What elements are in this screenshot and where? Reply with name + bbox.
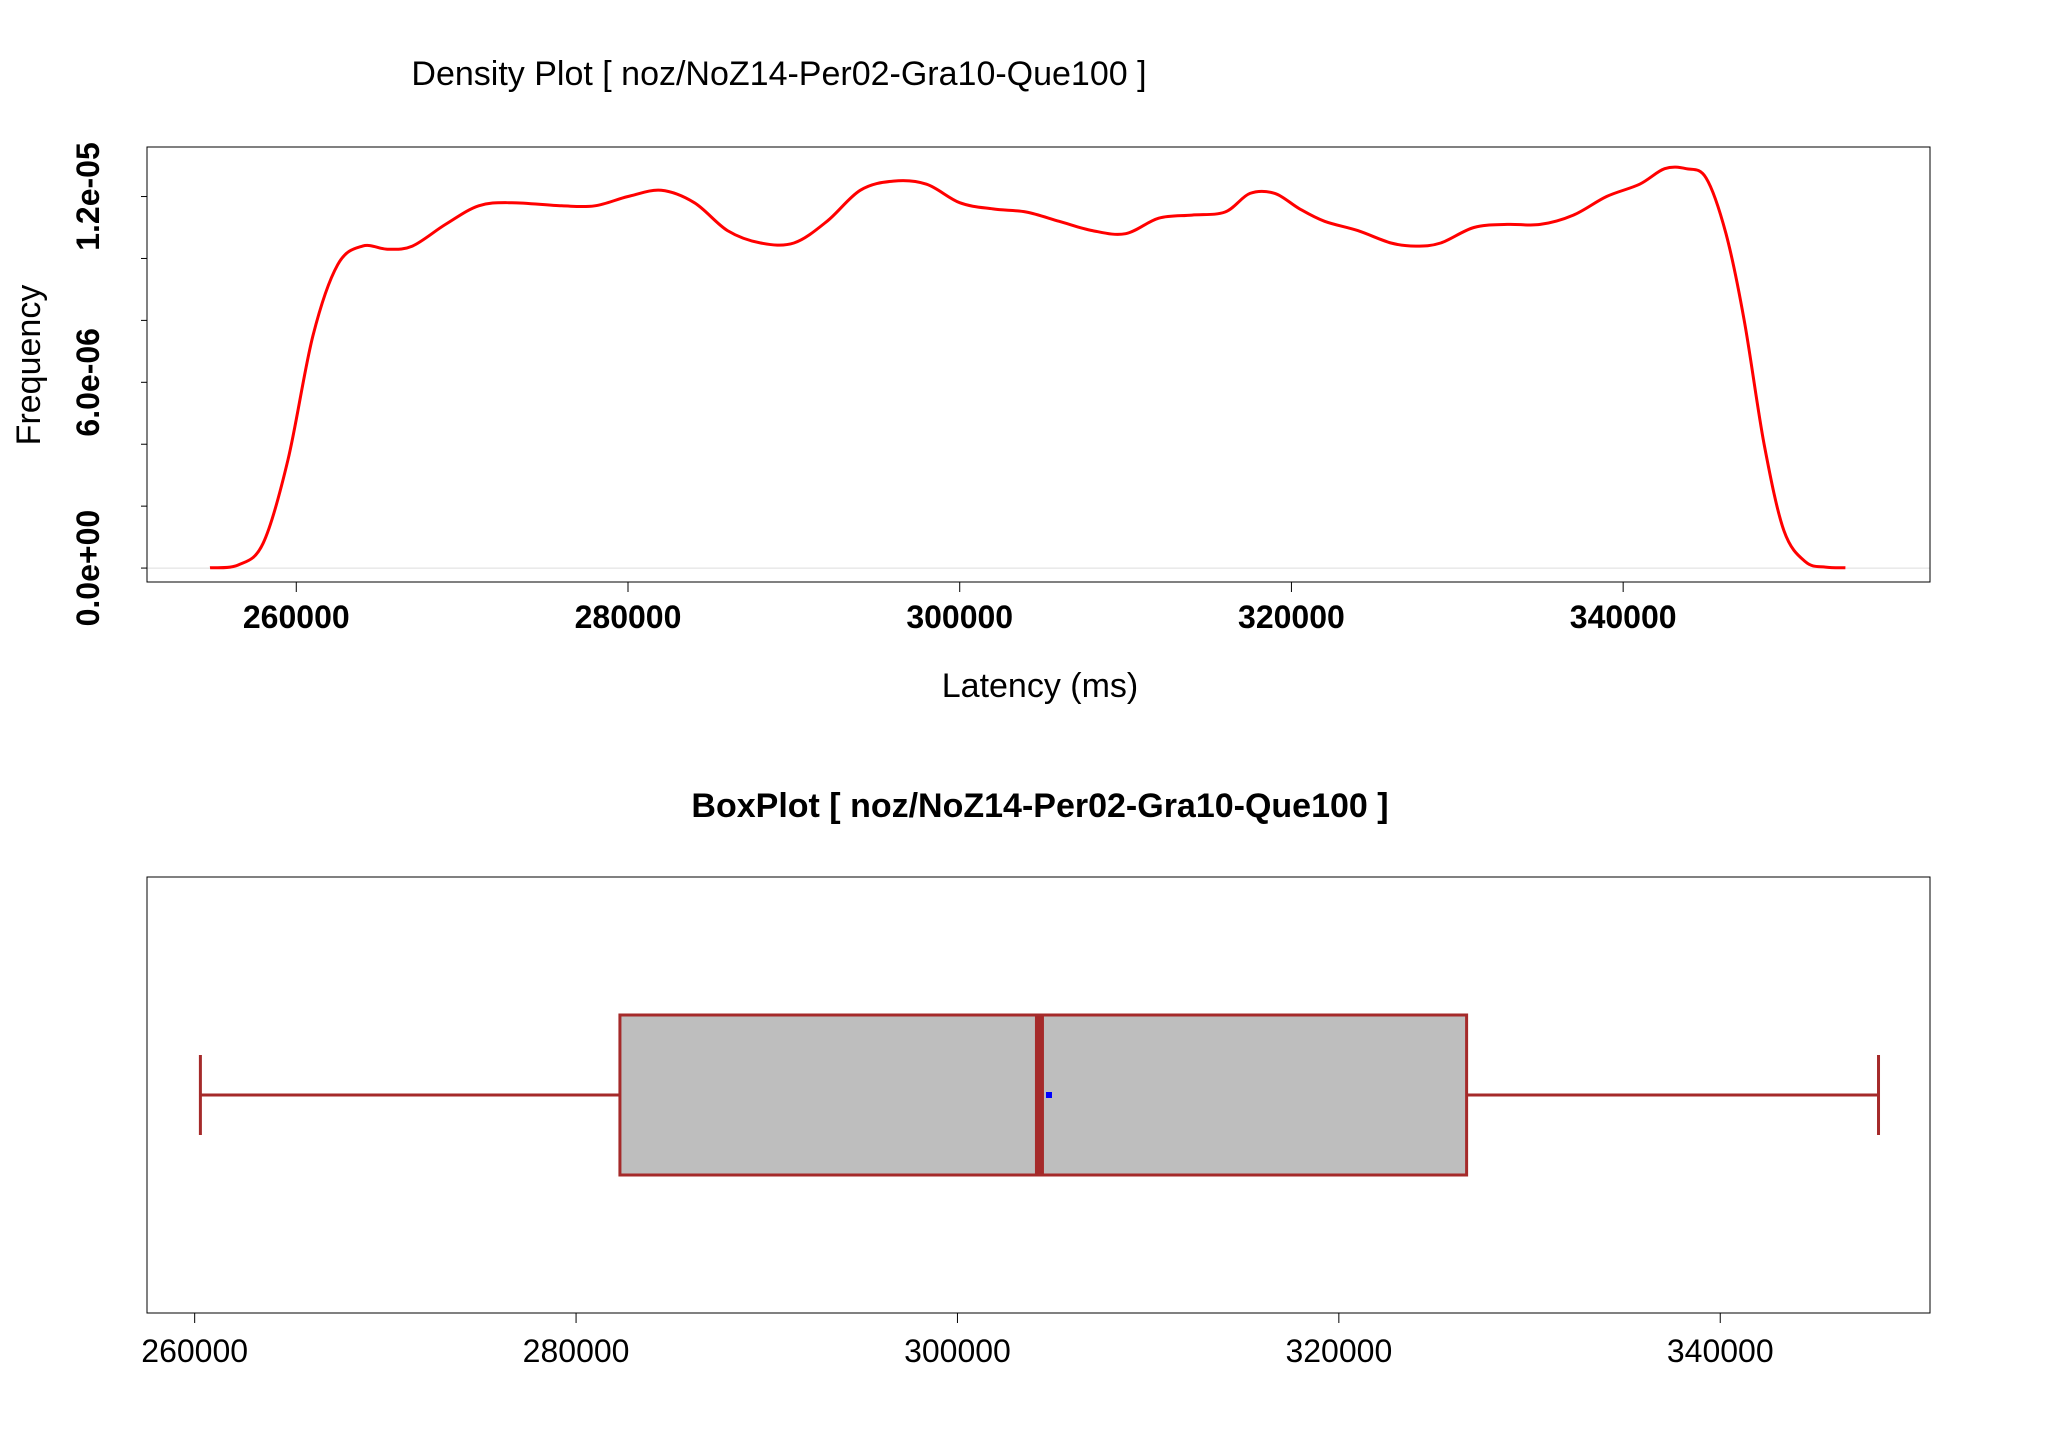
density-y-tick-label: 6.0e-06	[70, 328, 106, 437]
box-x-axis: 260000 280000 300000 320000 340000	[141, 1312, 1774, 1369]
density-x-tick-label: 320000	[1238, 599, 1345, 635]
density-y-axis-label: Frequency	[10, 285, 48, 446]
density-x-tick-label: 340000	[1570, 599, 1677, 635]
density-plot-title: Density Plot [ noz/NoZ14-Per02-Gra10-Que…	[411, 55, 1146, 93]
density-y-tick-label: 1.2e-05	[70, 142, 106, 251]
density-y-tick-label: 0.0e+00	[70, 510, 106, 627]
box-plot-title: BoxPlot [ noz/NoZ14-Per02-Gra10-Que100 ]	[691, 787, 1388, 825]
density-x-axis: 260000 280000 300000 320000 340000	[243, 581, 1677, 635]
box-plot: BoxPlot [ noz/NoZ14-Per02-Gra10-Que100 ]…	[141, 787, 1931, 1369]
box-x-tick-label: 280000	[523, 1333, 630, 1369]
density-x-tick-label: 280000	[575, 599, 682, 635]
box-x-tick-label: 320000	[1285, 1333, 1392, 1369]
density-x-tick-label: 260000	[243, 599, 350, 635]
density-y-axis: 0.0e+00 6.0e-06 1.2e-05	[70, 142, 148, 627]
box-mean-marker	[1045, 1092, 1052, 1098]
box-x-tick-label: 260000	[141, 1333, 248, 1369]
box-x-tick-label: 300000	[904, 1333, 1011, 1369]
box-x-tick-label: 340000	[1667, 1333, 1774, 1369]
density-series-line	[209, 165, 1846, 570]
density-plot: Density Plot [ noz/NoZ14-Per02-Gra10-Que…	[10, 55, 1931, 705]
density-x-tick-label: 300000	[906, 599, 1013, 635]
density-x-axis-label: Latency (ms)	[942, 667, 1139, 705]
density-plot-frame	[146, 146, 1931, 583]
